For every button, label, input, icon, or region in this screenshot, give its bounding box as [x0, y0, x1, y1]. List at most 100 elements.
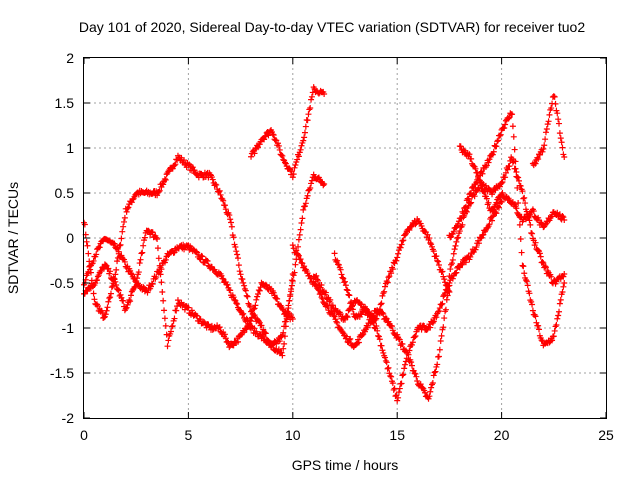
data-point: [475, 173, 482, 180]
data-point: [502, 121, 509, 128]
data-point: [322, 289, 329, 296]
data-point: [489, 206, 496, 213]
data-point: [234, 255, 241, 262]
data-point: [489, 151, 496, 158]
data-point: [431, 369, 438, 376]
data-point: [235, 262, 242, 269]
data-point: [96, 244, 103, 251]
data-point: [118, 235, 125, 242]
data-point: [378, 342, 385, 349]
data-point: [486, 221, 493, 228]
series-track-f: [310, 216, 453, 323]
data-point: [389, 380, 396, 387]
data-point: [548, 273, 555, 280]
data-point: [475, 240, 482, 247]
data-point: [397, 244, 404, 251]
data-point: [299, 215, 306, 222]
data-point: [382, 283, 389, 290]
data-point: [160, 297, 167, 304]
data-point: [466, 151, 473, 158]
data-point: [396, 385, 403, 392]
data-point: [185, 162, 192, 169]
series-track-g: [331, 198, 505, 404]
data-point: [398, 241, 405, 248]
data-point: [153, 234, 160, 241]
data-point: [536, 151, 543, 158]
data-point: [554, 315, 561, 322]
data-point: [286, 165, 293, 172]
data-point: [241, 329, 248, 336]
data-point: [435, 353, 442, 360]
data-point: [252, 302, 259, 309]
data-point: [560, 273, 567, 280]
data-point: [495, 137, 502, 144]
data-point: [313, 272, 320, 279]
data-point: [544, 121, 551, 128]
data-point: [557, 135, 564, 142]
y-tick-label: 1.5: [55, 95, 75, 111]
data-point: [498, 179, 505, 186]
data-point: [115, 287, 122, 294]
data-point: [231, 296, 238, 303]
data-point: [120, 297, 127, 304]
data-point: [395, 389, 402, 396]
data-point: [554, 110, 561, 117]
data-point: [107, 290, 114, 297]
data-point: [412, 332, 419, 339]
data-point: [394, 397, 401, 404]
data-point: [301, 129, 308, 136]
data-point: [481, 186, 488, 193]
data-point: [120, 223, 127, 230]
data-point: [417, 381, 424, 388]
data-point: [110, 275, 117, 282]
data-point: [490, 206, 497, 213]
data-point: [385, 364, 392, 371]
data-point: [288, 282, 295, 289]
data-point: [288, 288, 295, 295]
data-point: [193, 248, 200, 255]
data-point: [342, 282, 349, 289]
data-point: [438, 332, 445, 339]
data-point: [533, 319, 540, 326]
data-point: [295, 153, 302, 160]
data-point: [279, 352, 286, 359]
data-point: [114, 286, 121, 293]
data-point: [541, 142, 548, 149]
data-point: [318, 282, 325, 289]
data-point: [155, 188, 162, 195]
data-point: [486, 156, 493, 163]
data-point: [320, 182, 327, 189]
y-tick-label: -2: [62, 410, 75, 426]
data-point: [505, 115, 512, 122]
data-point: [453, 238, 460, 245]
data-point: [518, 249, 525, 256]
data-point: [559, 289, 566, 296]
data-point: [471, 193, 478, 200]
x-tick-label: 20: [494, 427, 510, 443]
data-point: [308, 93, 315, 100]
data-point: [84, 242, 91, 249]
data-point: [141, 234, 148, 241]
data-point: [239, 276, 246, 283]
data-point: [536, 250, 543, 257]
plot-frame: [83, 57, 607, 419]
data-point: [422, 389, 429, 396]
data-point: [226, 212, 233, 219]
data-point: [388, 373, 395, 380]
data-point: [535, 247, 542, 254]
data-point: [456, 228, 463, 235]
data-point: [340, 275, 347, 282]
data-point: [280, 345, 287, 352]
data-point: [297, 226, 304, 233]
data-point: [331, 313, 338, 320]
data-point: [530, 208, 537, 215]
data-point: [346, 292, 353, 299]
data-point: [402, 231, 409, 238]
data-point: [113, 266, 120, 273]
data-point: [276, 338, 283, 345]
data-point: [87, 266, 94, 273]
data-point: [388, 270, 395, 277]
data-point: [512, 165, 519, 172]
data-point: [93, 251, 100, 258]
data-point: [524, 211, 531, 218]
